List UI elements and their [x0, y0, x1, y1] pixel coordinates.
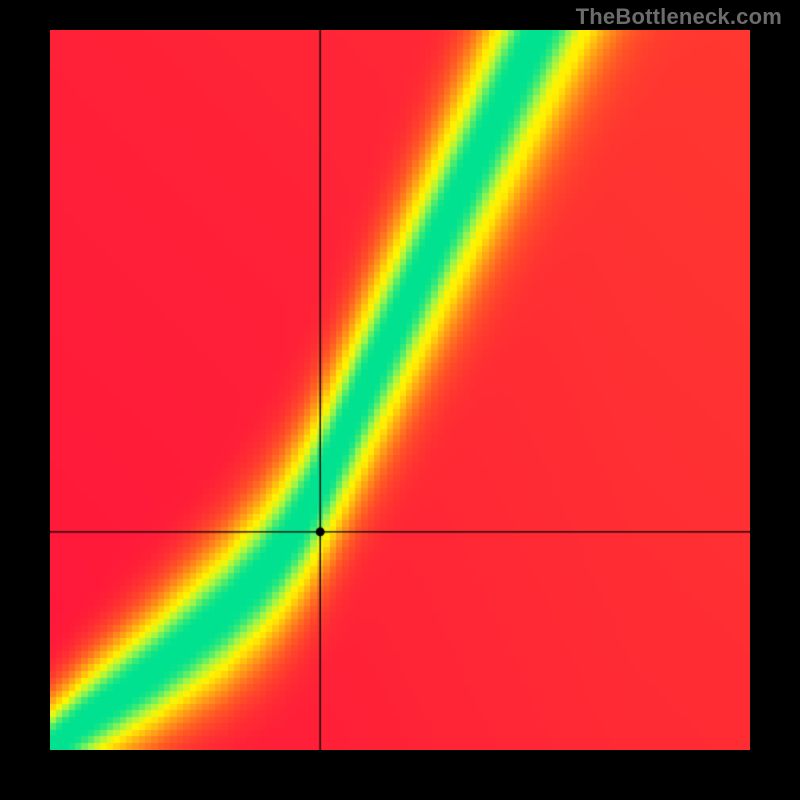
watermark-text: TheBottleneck.com: [576, 4, 782, 30]
bottleneck-heatmap: [50, 30, 750, 750]
